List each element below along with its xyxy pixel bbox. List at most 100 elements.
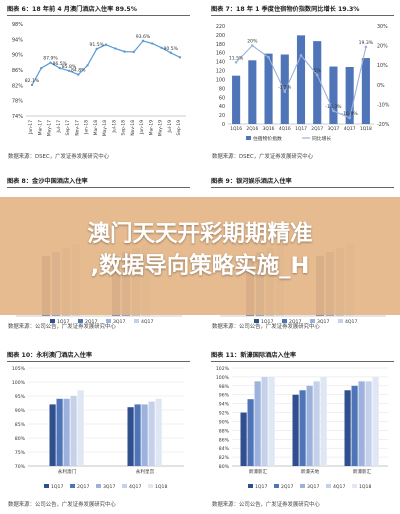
data-label: -16.9% xyxy=(342,111,359,117)
legend-swatch xyxy=(254,319,259,323)
data-label: 93.6% xyxy=(136,34,151,40)
y-tick-label: 94% xyxy=(12,37,23,43)
y2-tick-label: 0% xyxy=(377,83,385,89)
y-tick-label: 180 xyxy=(216,42,225,48)
chart-title: 图表 7：18 年 1 季度住宿物价指数同比增长 19.3% xyxy=(211,4,394,16)
data-label: 84.8% xyxy=(71,68,86,74)
bar-line-chart: 0 20 40 60 80 100 120 140 160 180 200 220 -20% -10% 0%… xyxy=(216,24,390,142)
y-tick-label: 70% xyxy=(15,464,26,470)
x-tick-label: Nov-18 xyxy=(130,120,136,136)
x-tick-label: Sep-19 xyxy=(176,120,182,136)
y-tick-label: 220 xyxy=(216,24,225,30)
bar xyxy=(264,53,273,125)
x-tick-label: Jan-19 xyxy=(139,120,145,135)
data-label: 5% xyxy=(314,68,322,74)
data-point xyxy=(151,42,154,45)
y-tick-label: 75% xyxy=(15,450,26,456)
x-tick-label: May-19 xyxy=(158,120,164,136)
data-label: 90.5% xyxy=(163,46,178,52)
y-tick-label: 100% xyxy=(12,380,26,386)
bar xyxy=(77,390,84,466)
data-point xyxy=(169,51,172,54)
x-tick-label: 4Q16 xyxy=(279,126,291,132)
bar xyxy=(345,66,354,124)
bar xyxy=(127,407,134,466)
x-tick-label: Jul-17 xyxy=(56,120,62,134)
data-point xyxy=(283,90,287,93)
chart-panel-melco: 图表 11：新濠国际酒店入住率 80% 82% 84% 86% 88% 90% 92% 94%… xyxy=(206,348,396,512)
chart-source: 数据来源：DSEC，广发证券发展研究中心 xyxy=(212,154,313,160)
bar xyxy=(351,385,358,466)
y-tick-label: 0 xyxy=(222,122,225,128)
legend-label: 2Q17 xyxy=(85,319,97,325)
bar xyxy=(240,412,247,466)
legend-label: 同比增长 xyxy=(312,135,331,142)
y-tick-label: 86% xyxy=(219,437,230,443)
y-tick-label: 94% xyxy=(219,402,230,408)
data-label: -3.5% xyxy=(278,85,292,91)
bar xyxy=(292,394,299,466)
chart-title: 图表 6：18 年前 4 月澳门酒店入住率 89.5% xyxy=(7,4,190,16)
x-tick-label: 4Q17 xyxy=(344,126,356,132)
y-tick-label: 82% xyxy=(219,455,230,461)
legend-label: 4Q17 xyxy=(129,484,141,490)
bar xyxy=(306,385,313,466)
legend-label: 1Q17 xyxy=(57,319,69,325)
data-label: 87.9% xyxy=(43,56,58,62)
y-tick-label: 82% xyxy=(12,83,23,89)
data-label: 19.3% xyxy=(359,40,374,46)
legend-label: 2Q17 xyxy=(281,484,293,490)
data-point xyxy=(95,47,98,51)
legend-swatch xyxy=(70,484,75,488)
legend-label: 4Q17 xyxy=(141,319,153,325)
data-label: 82.1% xyxy=(25,78,40,84)
x-tick-label: 3Q17 xyxy=(328,126,340,132)
y-tick-label: 80 xyxy=(219,86,225,92)
bar-chart: 80% 82% 84% 86% 88% 90% 92% 94% 96% 98% 100% 102% 新濠… xyxy=(216,366,388,490)
x-tick-label: Jan-17 xyxy=(28,120,34,135)
legend-label: 1Q17 xyxy=(255,484,267,490)
data-point xyxy=(364,45,368,49)
y-tick-label: 100 xyxy=(216,77,225,83)
x-tick-label: 3Q16 xyxy=(263,126,275,132)
x-tick-label: May-17 xyxy=(47,120,53,136)
x-tick-label: Jan-18 xyxy=(84,120,90,135)
data-point xyxy=(86,64,89,67)
data-label: -13.3% xyxy=(325,104,342,110)
data-point xyxy=(178,56,182,59)
legend-swatch xyxy=(50,319,55,323)
data-point xyxy=(267,56,270,59)
overlay-line-2: ,数据导向策略实施_H xyxy=(90,253,310,279)
y-tick-label: 88% xyxy=(219,428,230,434)
x-tick-label: Jul-19 xyxy=(167,120,173,134)
data-label: 86.5% xyxy=(52,61,67,67)
data-point xyxy=(49,61,52,64)
legend-swatch xyxy=(300,484,305,488)
legend-label: 2Q17 xyxy=(289,319,301,325)
bar xyxy=(313,381,320,466)
x-tick-label: Jul-18 xyxy=(111,120,117,134)
x-tick-label: Nov-17 xyxy=(74,120,80,136)
bar xyxy=(313,41,322,124)
bar xyxy=(299,390,306,466)
legend-swatch xyxy=(96,484,101,488)
data-label: 91.5% xyxy=(89,42,104,48)
bar xyxy=(248,60,257,124)
y2-tick-label: -20% xyxy=(377,122,390,128)
data-point xyxy=(77,73,80,76)
y-tick-label: 20 xyxy=(219,113,225,119)
legend-label: 4Q17 xyxy=(345,319,357,325)
y-tick-label: 160 xyxy=(216,51,225,57)
y2-tick-label: -10% xyxy=(377,102,390,108)
data-point xyxy=(348,116,351,120)
legend-label: 2Q17 xyxy=(77,484,89,490)
legend-label: 1Q18 xyxy=(155,484,167,490)
bar xyxy=(254,381,261,466)
x-tick-label: 新濠影汇 xyxy=(353,468,372,475)
legend-label: 住宿物价指数 xyxy=(253,135,282,142)
x-tick-label: 新濠天地 xyxy=(301,468,320,475)
legend-swatch xyxy=(134,319,139,323)
y-tick-label: 102% xyxy=(216,366,230,372)
bar xyxy=(56,398,63,466)
data-point xyxy=(104,43,108,46)
